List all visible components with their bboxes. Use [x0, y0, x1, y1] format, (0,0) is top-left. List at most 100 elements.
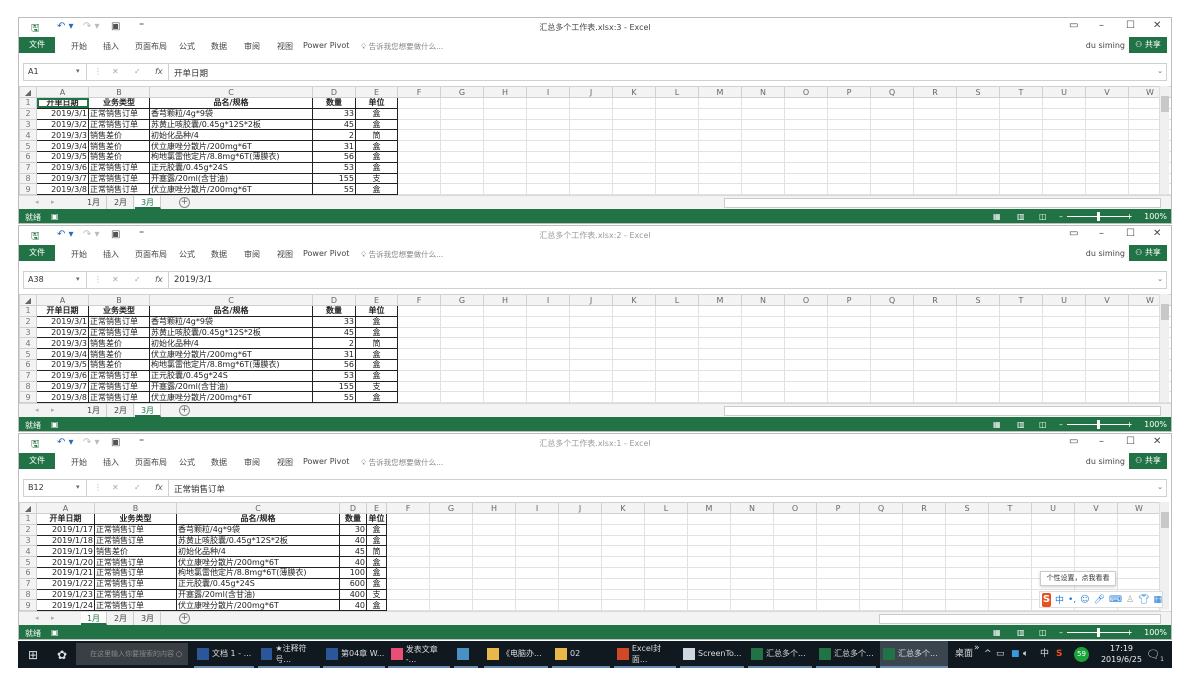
- empty-cell[interactable]: [569, 337, 613, 350]
- cell-A9[interactable]: 2019/3/8: [36, 183, 89, 196]
- column-header-T[interactable]: T: [999, 86, 1043, 98]
- empty-cell[interactable]: [784, 161, 828, 174]
- empty-cell[interactable]: [397, 161, 441, 174]
- tab-1[interactable]: 插入: [103, 42, 119, 51]
- more-icon[interactable]: ⋮: [94, 275, 102, 284]
- empty-cell[interactable]: [397, 140, 441, 152]
- cell-E1[interactable]: 单位: [355, 305, 398, 317]
- start-button[interactable]: ⊞: [22, 641, 44, 668]
- empty-cell[interactable]: [1042, 97, 1086, 109]
- empty-cell[interactable]: [741, 315, 785, 328]
- empty-cell[interactable]: [429, 566, 473, 579]
- empty-cell[interactable]: [698, 107, 742, 120]
- column-header-I[interactable]: I: [526, 86, 570, 98]
- badge-icon[interactable]: 59: [1074, 647, 1089, 662]
- tab-6[interactable]: 视图: [277, 250, 293, 259]
- empty-cell[interactable]: [999, 391, 1043, 404]
- empty-cell[interactable]: [687, 545, 731, 558]
- empty-cell[interactable]: [956, 315, 1000, 328]
- empty-cell[interactable]: [999, 140, 1043, 152]
- empty-cell[interactable]: [440, 305, 484, 317]
- empty-cell[interactable]: [515, 588, 559, 601]
- tab-3[interactable]: 公式: [179, 250, 195, 259]
- taskbar-item[interactable]: 汇总多个...: [880, 641, 948, 668]
- empty-cell[interactable]: [741, 107, 785, 120]
- column-header-B[interactable]: B: [88, 86, 150, 98]
- empty-cell[interactable]: [526, 380, 570, 393]
- empty-cell[interactable]: [429, 545, 473, 558]
- tab-7[interactable]: Power Pivot: [303, 41, 350, 50]
- empty-cell[interactable]: [655, 150, 699, 163]
- empty-cell[interactable]: [526, 140, 570, 152]
- empty-cell[interactable]: [440, 183, 484, 196]
- cell-E1[interactable]: 单位: [366, 513, 387, 525]
- empty-cell[interactable]: [816, 577, 860, 590]
- empty-cell[interactable]: [999, 161, 1043, 174]
- maximize-icon[interactable]: ☐: [1126, 436, 1135, 447]
- input-language[interactable]: 中: [1040, 649, 1050, 659]
- cell-C2[interactable]: 香芎颗粒/4g*9袋: [176, 523, 340, 536]
- empty-cell[interactable]: [956, 305, 1000, 317]
- empty-cell[interactable]: [644, 566, 688, 579]
- cell-C5[interactable]: 伏立康唑分散片/200mg*6T: [149, 348, 313, 360]
- empty-cell[interactable]: [827, 326, 871, 339]
- empty-cell[interactable]: [515, 523, 559, 536]
- cell-D4[interactable]: 45: [339, 545, 367, 558]
- customize-quick-access-icon[interactable]: ⁼: [139, 437, 145, 448]
- cell-B1[interactable]: 业务类型: [94, 513, 177, 525]
- empty-cell[interactable]: [472, 523, 516, 536]
- empty-cell[interactable]: [773, 577, 817, 590]
- vertical-scrollbar[interactable]: [1159, 86, 1169, 194]
- empty-cell[interactable]: [386, 577, 430, 590]
- cell-B2[interactable]: 正常销售订单: [94, 523, 177, 536]
- cell-C6[interactable]: 枸地氯雷他定片/8.8mg*6T(薄膜衣): [176, 566, 340, 579]
- empty-cell[interactable]: [558, 577, 602, 590]
- empty-cell[interactable]: [913, 337, 957, 350]
- sogou-logo-icon[interactable]: S: [1042, 592, 1051, 607]
- empty-cell[interactable]: [515, 556, 559, 568]
- empty-cell[interactable]: [730, 534, 774, 547]
- ime-tooltip[interactable]: 个性设置，点我看看: [1040, 571, 1116, 586]
- empty-cell[interactable]: [1042, 380, 1086, 393]
- taskbar-item[interactable]: Excel封面...: [614, 641, 676, 668]
- empty-cell[interactable]: [655, 140, 699, 152]
- cell-B3[interactable]: 正常销售订单: [94, 534, 177, 547]
- column-header-R[interactable]: R: [913, 86, 957, 98]
- empty-cell[interactable]: [816, 599, 860, 612]
- cell-B6[interactable]: 销售差价: [88, 150, 150, 163]
- expand-formula-bar-icon[interactable]: ⌄: [1157, 483, 1163, 491]
- empty-cell[interactable]: [773, 513, 817, 525]
- empty-cell[interactable]: [440, 315, 484, 328]
- save-icon[interactable]: 🖫: [31, 231, 40, 242]
- empty-cell[interactable]: [902, 534, 946, 547]
- empty-cell[interactable]: [870, 129, 914, 142]
- column-header-L[interactable]: L: [644, 502, 688, 514]
- empty-cell[interactable]: [999, 305, 1043, 317]
- empty-cell[interactable]: [870, 150, 914, 163]
- empty-cell[interactable]: [784, 358, 828, 371]
- emoji-icon[interactable]: ☺: [1080, 594, 1090, 605]
- customize-quick-access-icon[interactable]: ⁼: [139, 229, 145, 240]
- empty-cell[interactable]: [644, 545, 688, 558]
- cell-A5[interactable]: 2019/3/4: [36, 140, 89, 152]
- empty-cell[interactable]: [1117, 523, 1161, 536]
- cell-D9[interactable]: 40: [339, 599, 367, 612]
- empty-cell[interactable]: [730, 523, 774, 536]
- empty-cell[interactable]: [386, 599, 430, 612]
- macro-record-icon[interactable]: ▣: [51, 212, 59, 221]
- empty-cell[interactable]: [515, 566, 559, 579]
- cell-B3[interactable]: 正常销售订单: [88, 326, 150, 339]
- empty-cell[interactable]: [483, 391, 527, 404]
- empty-cell[interactable]: [773, 566, 817, 579]
- empty-cell[interactable]: [397, 369, 441, 382]
- empty-cell[interactable]: [827, 183, 871, 196]
- empty-cell[interactable]: [870, 358, 914, 371]
- empty-cell[interactable]: [1085, 107, 1129, 120]
- cell-A7[interactable]: 2019/1/22: [36, 577, 95, 590]
- empty-cell[interactable]: [773, 523, 817, 536]
- empty-cell[interactable]: [988, 534, 1032, 547]
- empty-cell[interactable]: [870, 107, 914, 120]
- empty-cell[interactable]: [902, 577, 946, 590]
- column-header-R[interactable]: R: [902, 502, 946, 514]
- empty-cell[interactable]: [612, 172, 656, 185]
